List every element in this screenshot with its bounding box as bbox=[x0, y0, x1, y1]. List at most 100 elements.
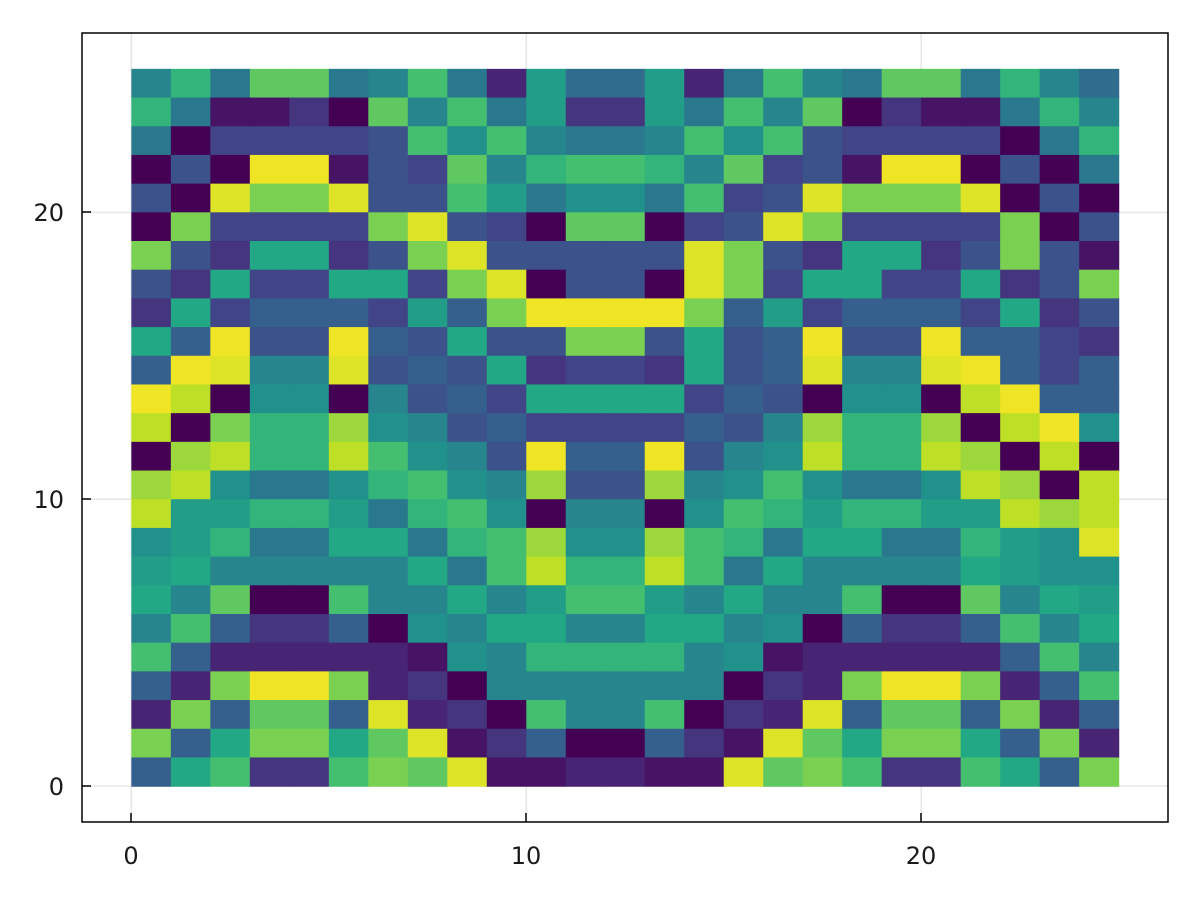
heatmap-cell bbox=[565, 68, 606, 99]
heatmap-cell bbox=[1039, 556, 1080, 586]
heatmap-cell bbox=[960, 585, 1001, 615]
heatmap-cell bbox=[210, 585, 251, 615]
heatmap-cell bbox=[1079, 413, 1120, 443]
heatmap-cell bbox=[684, 585, 725, 615]
heatmap-cell bbox=[486, 97, 527, 127]
heatmap-cell bbox=[210, 97, 251, 127]
heatmap-cell bbox=[644, 183, 685, 213]
heatmap-cell bbox=[1000, 68, 1041, 99]
heatmap-cell bbox=[763, 671, 804, 701]
heatmap-cell bbox=[1039, 613, 1080, 644]
heatmap-cell bbox=[1039, 671, 1080, 701]
heatmap-cell bbox=[407, 642, 448, 672]
heatmap-cell bbox=[842, 556, 883, 586]
heatmap-cell bbox=[368, 327, 409, 357]
heatmap-cell bbox=[407, 298, 448, 328]
heatmap-cell bbox=[1079, 642, 1120, 672]
heatmap-cell bbox=[605, 585, 646, 615]
heatmap-cell bbox=[526, 728, 567, 759]
heatmap-cell bbox=[684, 97, 725, 127]
heatmap-cell bbox=[328, 241, 369, 271]
heatmap-cell bbox=[960, 728, 1001, 759]
heatmap-cell bbox=[960, 642, 1001, 672]
heatmap-cell bbox=[289, 441, 330, 472]
heatmap-cell bbox=[605, 126, 646, 156]
heatmap-cell bbox=[131, 327, 172, 357]
heatmap-cell bbox=[605, 642, 646, 672]
heatmap-cell bbox=[1000, 298, 1041, 328]
heatmap-cell bbox=[249, 154, 290, 185]
heatmap-cell bbox=[407, 212, 448, 242]
heatmap-cell bbox=[170, 269, 211, 299]
heatmap-cell bbox=[1079, 183, 1120, 213]
heatmap-cell bbox=[1079, 757, 1120, 787]
heatmap-cell bbox=[368, 671, 409, 701]
heatmap-cell bbox=[486, 241, 527, 271]
heatmap-cell bbox=[1000, 212, 1041, 242]
heatmap-cell bbox=[1000, 327, 1041, 357]
heatmap-cell bbox=[921, 327, 962, 357]
heatmap-cell bbox=[131, 700, 172, 730]
heatmap-cell bbox=[723, 241, 764, 271]
heatmap-cell bbox=[644, 728, 685, 759]
heatmap-cell bbox=[842, 298, 883, 328]
heatmap-cell bbox=[684, 642, 725, 672]
heatmap-cell bbox=[881, 585, 922, 615]
heatmap-cell bbox=[486, 499, 527, 529]
heatmap-cell bbox=[960, 700, 1001, 730]
heatmap-cell bbox=[723, 212, 764, 242]
heatmap-cell bbox=[842, 671, 883, 701]
heatmap-cell bbox=[605, 355, 646, 386]
heatmap-cell bbox=[723, 126, 764, 156]
heatmap-cell bbox=[1039, 413, 1080, 443]
heatmap-cell bbox=[921, 556, 962, 586]
heatmap-cell bbox=[605, 241, 646, 271]
heatmap-cell bbox=[131, 613, 172, 644]
heatmap-cell bbox=[486, 728, 527, 759]
heatmap-cell bbox=[1079, 613, 1120, 644]
heatmap-cell bbox=[960, 212, 1001, 242]
heatmap-cell bbox=[565, 413, 606, 443]
heatmap-cell bbox=[644, 68, 685, 99]
heatmap-cell bbox=[1079, 700, 1120, 730]
heatmap-cell bbox=[526, 642, 567, 672]
heatmap-cell bbox=[723, 384, 764, 414]
heatmap-cell bbox=[407, 269, 448, 299]
heatmap-cell bbox=[842, 613, 883, 644]
heatmap-cell bbox=[881, 269, 922, 299]
heatmap-cell bbox=[289, 384, 330, 414]
heatmap-cell bbox=[328, 499, 369, 529]
heatmap-cell bbox=[289, 556, 330, 586]
heatmap-cell bbox=[486, 68, 527, 99]
heatmap-cell bbox=[1039, 355, 1080, 386]
heatmap-cell bbox=[960, 671, 1001, 701]
heatmap-cell bbox=[407, 728, 448, 759]
heatmap-cell bbox=[328, 384, 369, 414]
heatmap-cell bbox=[368, 241, 409, 271]
heatmap-cell bbox=[881, 68, 922, 99]
heatmap-cell bbox=[644, 556, 685, 586]
heatmap-cell bbox=[565, 183, 606, 213]
heatmap-cell bbox=[170, 413, 211, 443]
heatmap-cell bbox=[407, 126, 448, 156]
heatmap-cell bbox=[289, 499, 330, 529]
heatmap-cell bbox=[565, 728, 606, 759]
heatmap-cell bbox=[763, 384, 804, 414]
heatmap-cell bbox=[605, 757, 646, 787]
heatmap-cell bbox=[842, 527, 883, 558]
heatmap-cell bbox=[565, 212, 606, 242]
heatmap-cell bbox=[565, 470, 606, 500]
heatmap-cell bbox=[526, 355, 567, 386]
heatmap-cell bbox=[1039, 183, 1080, 213]
heatmap-cell bbox=[1079, 527, 1120, 558]
heatmap-cell bbox=[921, 585, 962, 615]
heatmap-cell bbox=[921, 384, 962, 414]
heatmap-cell bbox=[368, 757, 409, 787]
heatmap-cell bbox=[565, 126, 606, 156]
heatmap-cell bbox=[526, 499, 567, 529]
heatmap-cell bbox=[447, 556, 488, 586]
heatmap-cell bbox=[1000, 241, 1041, 271]
heatmap-cell bbox=[249, 97, 290, 127]
heatmap-cell bbox=[802, 499, 843, 529]
heatmap-cell bbox=[1000, 470, 1041, 500]
